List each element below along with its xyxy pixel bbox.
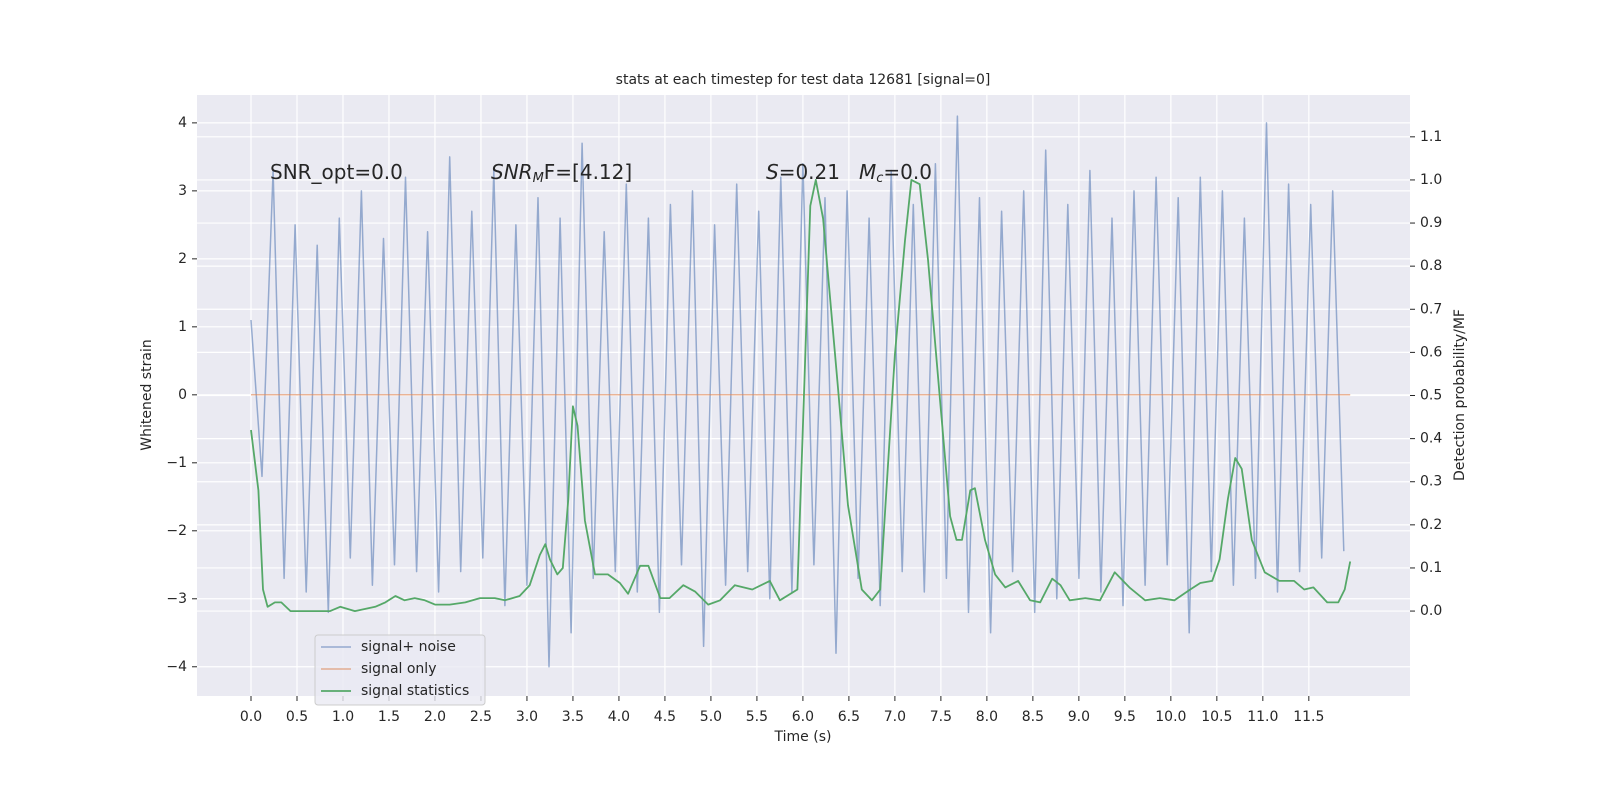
legend-label: signal statistics xyxy=(361,683,469,699)
y-axis-label: Whitened strain xyxy=(139,339,155,450)
y2-tick-label: 0.0 xyxy=(1420,603,1442,619)
x-tick-label: 3.0 xyxy=(516,709,538,725)
annotation: SNRMF=[4.12] xyxy=(491,160,632,186)
y2-tick-label: 0.8 xyxy=(1420,258,1442,274)
y-tick-label: −3 xyxy=(166,591,187,607)
legend-box xyxy=(314,634,486,706)
annotation-part: SNR xyxy=(491,160,533,184)
y2-tick-label: 0.3 xyxy=(1420,474,1442,490)
x-tick-label: 6.0 xyxy=(792,709,814,725)
y-tick-label: −2 xyxy=(166,523,187,539)
x-tick-label: 5.0 xyxy=(700,709,722,725)
annotation-part: =0.0 xyxy=(883,160,932,184)
series-line xyxy=(250,179,1352,612)
y-tick-label: 4 xyxy=(178,115,187,131)
x-tick-label: 9.0 xyxy=(1068,709,1090,725)
x-tick-label: 0.0 xyxy=(240,709,262,725)
y2-tick-label: 0.2 xyxy=(1420,517,1442,533)
annotation-part: c xyxy=(876,171,883,186)
x-axis-label: Time (s) xyxy=(774,729,832,745)
y2-axis-label: Detection probability/MF xyxy=(1452,309,1468,481)
x-tick-label: 7.0 xyxy=(884,709,906,725)
annotation: Mc=0.0 xyxy=(859,160,932,186)
y2-tick-label: 0.5 xyxy=(1420,388,1442,404)
annotation-part: S xyxy=(766,160,779,184)
y-tick-label: −4 xyxy=(166,659,187,675)
annotation: S=0.21 xyxy=(766,160,840,184)
x-tick-label: 9.5 xyxy=(1114,709,1136,725)
y-tick-label: 2 xyxy=(178,251,187,267)
x-tick-label: 5.5 xyxy=(746,709,768,725)
x-tick-label: 11.0 xyxy=(1247,709,1278,725)
x-tick-label: 2.5 xyxy=(470,709,492,725)
x-tick-label: 2.0 xyxy=(424,709,446,725)
x-tick-label: 8.0 xyxy=(976,709,998,725)
legend: signal+ noise signal only signal statistic… xyxy=(314,634,486,706)
x-tick-label: 6.5 xyxy=(838,709,860,725)
y2-tick-label: 1.1 xyxy=(1420,129,1442,145)
annotation-part: M xyxy=(533,171,544,186)
x-tick-label: 8.5 xyxy=(1022,709,1044,725)
y-tick-label: 1 xyxy=(178,319,187,335)
legend-label: signal+ noise xyxy=(361,639,456,655)
y2-tick-label: 0.6 xyxy=(1420,344,1442,360)
y2-tick-label: 0.1 xyxy=(1420,560,1442,576)
y-tick-label: −1 xyxy=(166,455,187,471)
y-tick-label: 3 xyxy=(178,183,187,199)
x-tick-label: 3.5 xyxy=(562,709,584,725)
annotation-part: SNR_opt=0.0 xyxy=(270,160,403,184)
annotation-part: =0.21 xyxy=(779,160,840,184)
x-tick-label: 0.5 xyxy=(286,709,308,725)
x-tick-label: 7.5 xyxy=(930,709,952,725)
y2-tick-label: 0.4 xyxy=(1420,431,1442,447)
x-tick-label: 10.5 xyxy=(1201,709,1232,725)
x-tick-label: 1.5 xyxy=(378,709,400,725)
series-line xyxy=(250,115,1345,668)
x-tick-label: 1.0 xyxy=(332,709,354,725)
x-tick-label: 10.0 xyxy=(1155,709,1186,725)
y2-tick-label: 0.7 xyxy=(1420,301,1442,317)
annotation-part: F=[4.12] xyxy=(544,160,632,184)
y2-tick-label: 0.9 xyxy=(1420,215,1442,231)
y2-tick-label: 1.0 xyxy=(1420,172,1442,188)
x-tick-label: 11.5 xyxy=(1293,709,1324,725)
annotation-part: M xyxy=(859,160,876,184)
legend-label: signal only xyxy=(361,661,436,677)
y-tick-label: 0 xyxy=(178,387,187,403)
chart-title: stats at each timestep for test data 126… xyxy=(616,72,991,88)
annotation: SNR_opt=0.0 xyxy=(270,160,403,184)
x-tick-label: 4.0 xyxy=(608,709,630,725)
x-tick-label: 4.5 xyxy=(654,709,676,725)
